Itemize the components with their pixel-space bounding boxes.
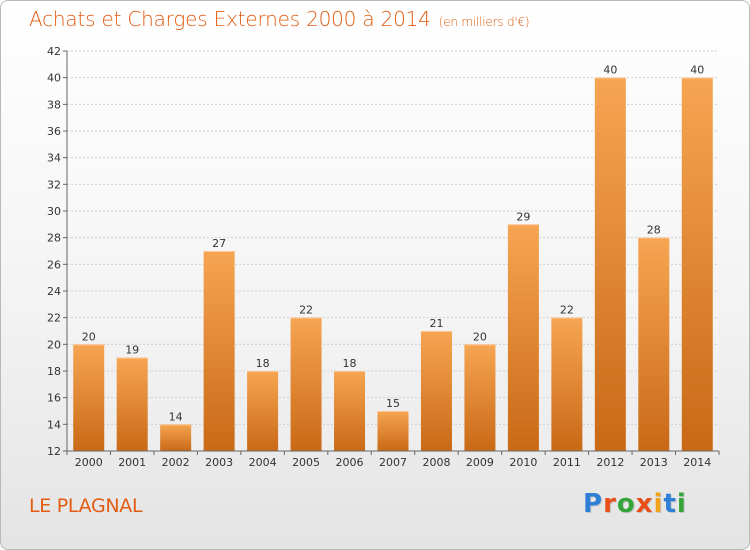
y-tick-label: 34 xyxy=(47,152,61,165)
x-tick-label: 2003 xyxy=(205,456,233,469)
chart-subtitle: (en milliers d'€) xyxy=(438,15,530,29)
proxiti-logo[interactable]: Proxiti xyxy=(583,489,687,519)
data-label: 28 xyxy=(647,224,661,237)
y-tick-label: 12 xyxy=(47,445,61,458)
chart-title: Achats et Charges Externes 2000 à 2014 xyxy=(29,7,431,31)
data-label: 21 xyxy=(429,317,443,330)
bar xyxy=(73,344,105,451)
bar xyxy=(116,357,148,451)
x-tick-label: 2007 xyxy=(379,456,407,469)
data-label: 40 xyxy=(603,64,617,77)
y-tick-label: 40 xyxy=(47,72,61,85)
data-label: 22 xyxy=(299,304,313,317)
data-label: 22 xyxy=(560,304,574,317)
data-labels: 20 19 14 27 18 22 18 15 21 20 29 22 40 28 40 xyxy=(82,64,705,424)
data-label: 40 xyxy=(690,64,704,77)
data-label: 18 xyxy=(343,357,357,370)
data-label: 19 xyxy=(125,344,139,357)
data-label: 14 xyxy=(169,410,183,423)
bar xyxy=(160,424,192,451)
y-tick-label: 26 xyxy=(47,258,61,271)
bar xyxy=(377,411,409,451)
bar xyxy=(551,317,583,451)
logo-letter: P xyxy=(583,489,604,519)
y-tick-label: 42 xyxy=(47,45,61,58)
y-tick-label: 14 xyxy=(47,418,61,431)
x-tick-label: 2001 xyxy=(118,456,146,469)
logo-letter: x xyxy=(635,489,654,519)
x-tick-label: 2000 xyxy=(75,456,103,469)
x-tick-label: 2013 xyxy=(640,456,668,469)
place-name: LE PLAGNAL xyxy=(29,495,143,517)
x-tick-label: 2009 xyxy=(466,456,494,469)
logo-letter: t xyxy=(663,489,677,519)
x-tick-label: 2012 xyxy=(596,456,624,469)
x-tick-label: 2011 xyxy=(553,456,581,469)
data-label: 29 xyxy=(516,210,530,223)
y-tick-label: 16 xyxy=(47,392,61,405)
bar xyxy=(290,317,322,451)
y-axis: 12 14 16 18 20 22 24 26 28 30 32 34 36 38 40 42 xyxy=(47,45,68,458)
logo-letter: r xyxy=(603,489,617,519)
data-label: 20 xyxy=(473,330,487,343)
data-label: 20 xyxy=(82,330,96,343)
logo-letter: o xyxy=(616,489,636,519)
bar xyxy=(247,371,279,451)
bar xyxy=(334,371,366,451)
y-tick-label: 22 xyxy=(47,312,61,325)
x-axis: 2000 2001 2002 2003 2004 2005 2006 2007 2008 2009… xyxy=(66,450,720,469)
y-tick-label: 28 xyxy=(47,232,61,245)
data-label: 18 xyxy=(256,357,270,370)
x-tick-label: 2005 xyxy=(292,456,320,469)
bar xyxy=(420,331,452,451)
y-tick-label: 18 xyxy=(47,365,61,378)
x-tick-label: 2014 xyxy=(683,456,711,469)
y-tick-label: 30 xyxy=(47,205,61,218)
y-tick-label: 36 xyxy=(47,125,61,138)
data-label: 15 xyxy=(386,397,400,410)
bar xyxy=(638,237,670,451)
x-tick-label: 2008 xyxy=(422,456,450,469)
y-tick-label: 38 xyxy=(47,98,61,111)
x-tick-label: 2002 xyxy=(162,456,190,469)
x-tick-label: 2004 xyxy=(249,456,277,469)
chart-title-block: Achats et Charges Externes 2000 à 2014 (e… xyxy=(29,7,530,31)
logo-letter: i xyxy=(676,489,687,519)
bar xyxy=(507,224,539,451)
bar xyxy=(681,77,713,452)
bar xyxy=(464,344,496,451)
y-tick-label: 32 xyxy=(47,178,61,191)
bar xyxy=(203,251,235,451)
y-tick-label: 20 xyxy=(47,338,61,351)
logo-letter: i xyxy=(653,489,664,519)
y-tick-label: 24 xyxy=(47,285,61,298)
x-tick-label: 2010 xyxy=(509,456,537,469)
bars xyxy=(73,77,713,452)
data-label: 27 xyxy=(212,237,226,250)
bar xyxy=(594,77,626,452)
x-tick-label: 2006 xyxy=(336,456,364,469)
